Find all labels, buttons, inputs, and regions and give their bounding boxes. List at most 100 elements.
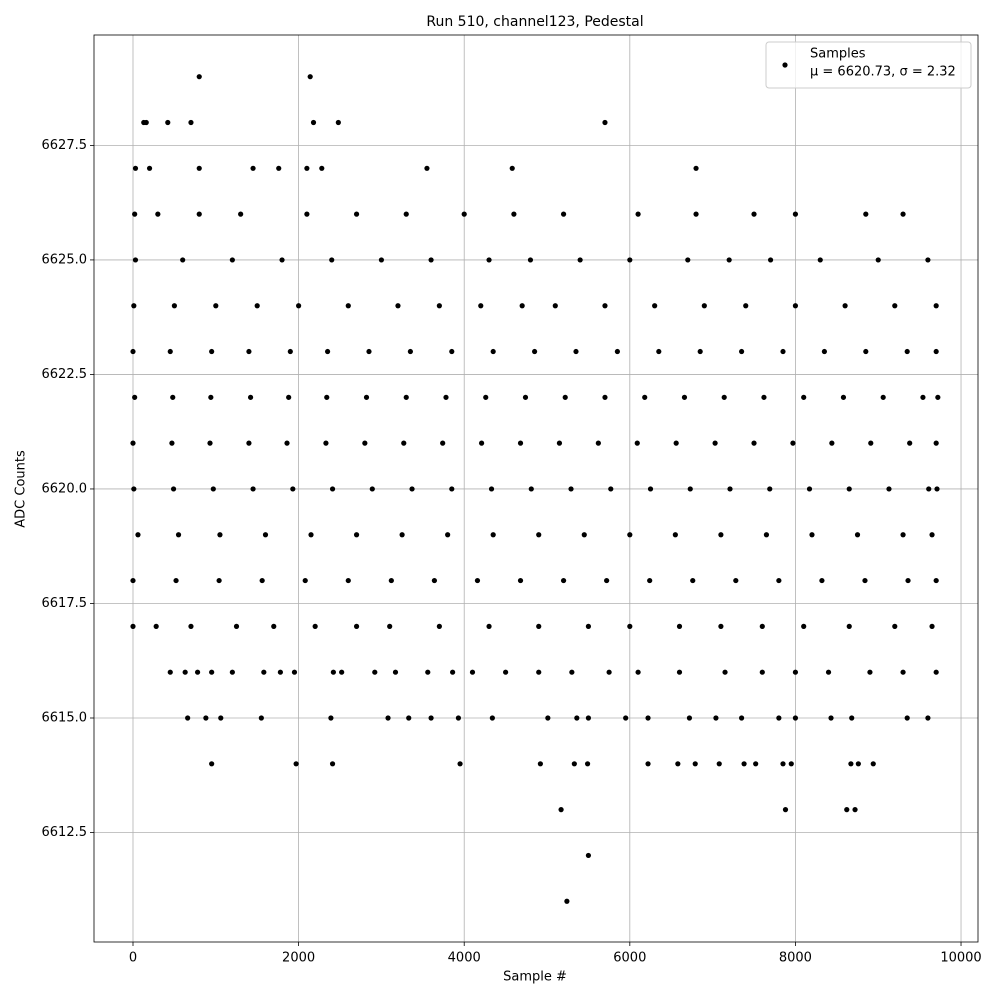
point bbox=[143, 119, 149, 126]
point bbox=[767, 257, 774, 263]
point bbox=[522, 394, 529, 400]
point bbox=[146, 165, 153, 171]
point bbox=[450, 669, 456, 675]
point bbox=[258, 715, 264, 721]
point bbox=[801, 394, 807, 400]
point bbox=[840, 394, 847, 400]
x-tick-label: 0 bbox=[129, 951, 137, 966]
point bbox=[353, 211, 360, 217]
y-tick-label: 6612.5 bbox=[42, 825, 88, 840]
x-tick-label: 4000 bbox=[448, 951, 481, 966]
point bbox=[345, 577, 351, 584]
point bbox=[519, 303, 525, 309]
point bbox=[261, 669, 267, 675]
point bbox=[907, 440, 913, 446]
point bbox=[692, 761, 698, 767]
point bbox=[792, 715, 799, 721]
point bbox=[250, 165, 256, 171]
point bbox=[407, 348, 413, 355]
point bbox=[863, 211, 869, 217]
point bbox=[296, 303, 302, 309]
x-tick-label: 2000 bbox=[282, 951, 315, 966]
point bbox=[165, 119, 171, 126]
point bbox=[277, 669, 283, 675]
point bbox=[511, 211, 517, 217]
point bbox=[209, 761, 215, 767]
point bbox=[573, 348, 579, 355]
point bbox=[488, 486, 495, 492]
point bbox=[614, 348, 620, 355]
point bbox=[564, 898, 570, 904]
point bbox=[449, 348, 455, 355]
point bbox=[308, 532, 314, 538]
point bbox=[759, 669, 765, 675]
point bbox=[801, 623, 807, 629]
point bbox=[585, 715, 592, 721]
point bbox=[560, 211, 567, 217]
point bbox=[132, 211, 138, 217]
y-tick-label: 6627.5 bbox=[42, 138, 88, 153]
legend-note: μ = 6620.73, σ = 2.32 bbox=[810, 65, 956, 80]
point bbox=[304, 165, 310, 171]
point bbox=[675, 761, 681, 767]
point bbox=[130, 348, 136, 355]
point bbox=[291, 669, 298, 675]
point bbox=[353, 532, 360, 538]
point bbox=[645, 761, 651, 767]
point bbox=[925, 257, 931, 263]
point bbox=[585, 852, 592, 859]
point bbox=[369, 486, 375, 492]
point bbox=[319, 165, 325, 171]
point bbox=[457, 761, 463, 767]
point bbox=[403, 211, 409, 217]
y-tick-label: 6625.0 bbox=[42, 252, 88, 267]
point bbox=[925, 715, 931, 721]
point bbox=[409, 486, 415, 492]
point bbox=[568, 486, 574, 492]
point bbox=[776, 715, 782, 721]
point bbox=[188, 623, 194, 629]
point bbox=[216, 577, 222, 584]
point bbox=[135, 532, 141, 538]
point bbox=[751, 211, 757, 217]
point bbox=[307, 74, 313, 80]
point bbox=[846, 623, 852, 629]
point bbox=[585, 623, 592, 629]
point bbox=[503, 669, 509, 675]
point bbox=[169, 440, 175, 446]
point bbox=[712, 440, 718, 446]
point bbox=[792, 303, 799, 309]
x-tick-label: 8000 bbox=[779, 951, 812, 966]
point bbox=[933, 348, 939, 355]
point bbox=[167, 669, 173, 675]
point bbox=[196, 74, 202, 80]
point bbox=[345, 303, 351, 309]
point bbox=[167, 348, 173, 355]
legend: Samples μ = 6620.73, σ = 2.32 bbox=[765, 41, 972, 89]
point bbox=[608, 486, 614, 492]
point bbox=[490, 348, 496, 355]
point bbox=[933, 303, 939, 309]
point bbox=[718, 623, 724, 629]
point bbox=[892, 623, 898, 629]
point bbox=[217, 532, 223, 538]
point bbox=[844, 807, 850, 813]
point bbox=[581, 532, 587, 538]
point bbox=[324, 348, 331, 355]
point bbox=[335, 119, 341, 126]
point bbox=[722, 669, 728, 675]
point bbox=[449, 486, 455, 492]
point bbox=[868, 440, 874, 446]
x-tick-label: 6000 bbox=[613, 951, 646, 966]
point bbox=[537, 761, 543, 767]
point bbox=[647, 486, 654, 492]
point bbox=[933, 669, 939, 675]
point bbox=[246, 440, 252, 446]
point bbox=[293, 761, 299, 767]
y-tick-label: 6615.0 bbox=[42, 710, 88, 725]
point bbox=[324, 394, 330, 400]
point bbox=[672, 532, 678, 538]
point bbox=[867, 669, 873, 675]
point bbox=[203, 715, 209, 721]
point bbox=[892, 303, 898, 309]
